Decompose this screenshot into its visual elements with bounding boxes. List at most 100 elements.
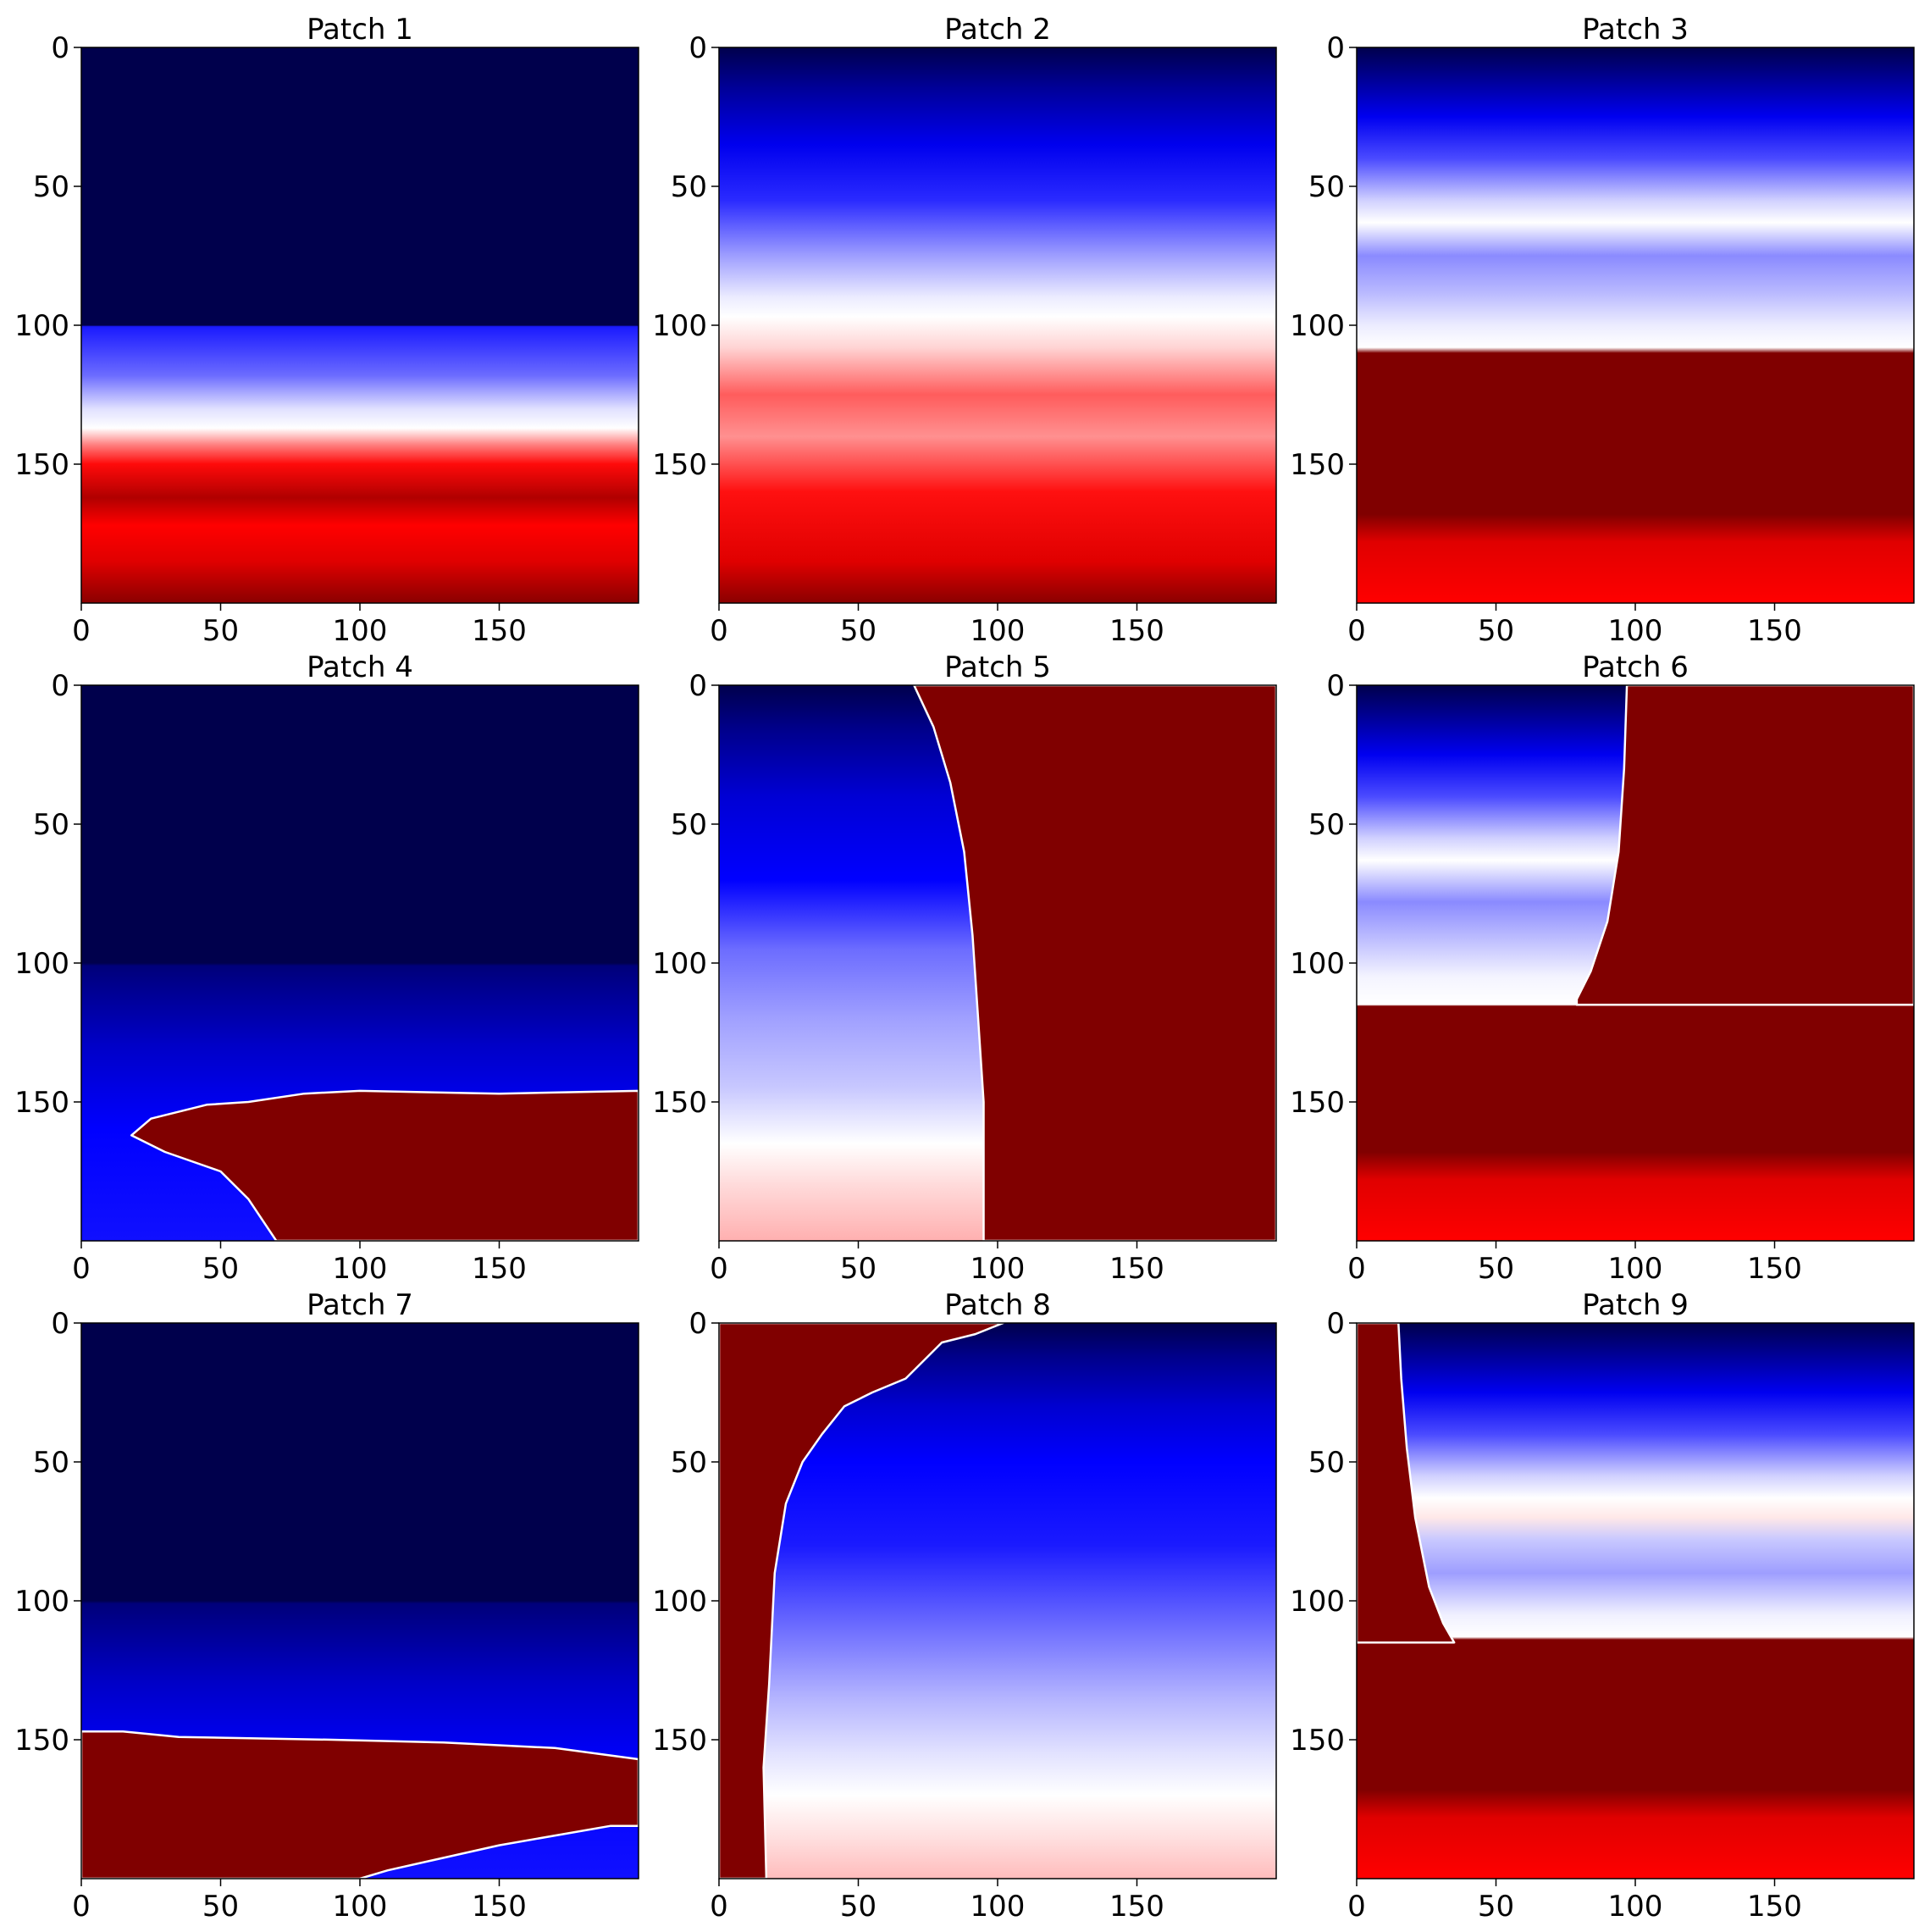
patch-5-xtick-label: 100 (971, 1252, 1026, 1286)
patch-5-panel: Patch 5 0 50 100 150 0 50 100 150 (652, 650, 1277, 1286)
patch-9-ytick-label: 150 (1290, 1724, 1345, 1758)
patch-8-ytick-label: 150 (652, 1724, 707, 1758)
patch-5-title: Patch 5 (944, 650, 1051, 684)
patch-4-ytick-label: 0 (51, 669, 69, 703)
patch-3-xtick-label: 50 (1478, 614, 1514, 648)
patch-4-xtick-label: 50 (202, 1252, 239, 1286)
patch-2-ytick-label: 150 (652, 448, 707, 482)
patch-9-region-1 (1357, 1323, 1456, 1644)
patch-1-panel: Patch 1 0 50 100 150 0 50 100 150 (14, 13, 639, 648)
patch-6-xtick-label: 50 (1478, 1252, 1514, 1286)
patch-9-ytick-label: 0 (1326, 1307, 1345, 1341)
patch-2-ytick-label: 0 (688, 31, 707, 65)
patch-1-ytick-label: 0 (51, 31, 69, 65)
patch-1-ytick-label: 100 (14, 309, 69, 343)
patch-4-ytick-label: 50 (33, 808, 69, 842)
patch-1-title: Patch 1 (307, 13, 413, 47)
patch-7-panel: Patch 7 0 50 100 150 0 50 100 150 (14, 1288, 639, 1924)
patch-4-xtick-label: 100 (333, 1252, 388, 1286)
patch-2-panel: Patch 2 0 50 100 150 0 50 100 150 (652, 13, 1277, 648)
patch-4-xtick-label: 0 (72, 1252, 91, 1286)
patch-8-xtick-label: 150 (1109, 1890, 1164, 1924)
patch-2-xtick-label: 150 (1109, 614, 1164, 648)
patch-8-ytick-label: 50 (671, 1446, 707, 1480)
patch-7-xtick-label: 0 (72, 1890, 91, 1924)
patch-7-region-1 (81, 1730, 639, 1879)
patch-2-xtick-label: 0 (710, 614, 728, 648)
patch-7-title: Patch 7 (307, 1288, 413, 1322)
patch-9-heatmap (1357, 1323, 1914, 1879)
patch-3-title: Patch 3 (1582, 13, 1689, 47)
patch-3-heatmap (1357, 47, 1914, 603)
patch-3-ytick-label: 50 (1308, 170, 1345, 204)
patch-6-region-1 (1575, 685, 1914, 1006)
patch-4-ytick-label: 150 (14, 1086, 69, 1120)
patch-6-ytick-label: 100 (1290, 947, 1345, 981)
patch-1-ytick-label: 50 (33, 170, 69, 204)
patch-5-ytick-label: 150 (652, 1086, 707, 1120)
patch-4-region-1 (130, 1089, 639, 1241)
patch-6-xtick-label: 0 (1347, 1252, 1366, 1286)
patch-4-panel: Patch 4 0 50 100 150 0 50 100 150 (14, 650, 639, 1286)
patch-7-ytick-label: 150 (14, 1724, 69, 1758)
patch-2-ytick-label: 50 (671, 170, 707, 204)
patch-5-region-1 (913, 685, 1276, 1241)
patch-6-title: Patch 6 (1582, 650, 1689, 684)
patch-5-ytick-label: 50 (671, 808, 707, 842)
patch-6-ytick-label: 0 (1326, 669, 1345, 703)
patch-8-panel: Patch 8 0 50 100 150 0 50 100 150 (652, 1288, 1277, 1924)
patch-9-ytick-label: 50 (1308, 1446, 1345, 1480)
patch-5-xtick-label: 50 (840, 1252, 877, 1286)
patch-3-xtick-label: 0 (1347, 614, 1366, 648)
patch-4-xtick-label: 150 (472, 1252, 527, 1286)
patch-6-ytick-label: 150 (1290, 1086, 1345, 1120)
patch-9-xtick-label: 150 (1747, 1890, 1802, 1924)
patch-1-ytick-label: 150 (14, 448, 69, 482)
patch-7-xtick-label: 150 (472, 1890, 527, 1924)
patch-6-panel: Patch 6 0 50 100 150 0 50 100 150 (1290, 650, 1915, 1286)
patch-7-xtick-label: 50 (202, 1890, 239, 1924)
patch-9-panel: Patch 9 0 50 100 150 0 50 100 150 (1290, 1288, 1915, 1924)
patch-5-xtick-label: 0 (710, 1252, 728, 1286)
patch-7-ytick-label: 50 (33, 1446, 69, 1480)
patch-1-xtick-label: 150 (472, 614, 527, 648)
patch-4-title: Patch 4 (307, 650, 413, 684)
patch-3-panel: Patch 3 0 50 100 150 0 50 100 150 (1290, 13, 1915, 648)
patch-2-title: Patch 2 (944, 13, 1051, 47)
patch-3-xtick-label: 150 (1747, 614, 1802, 648)
patch-8-xtick-label: 0 (710, 1890, 728, 1924)
patch-2-xtick-label: 50 (840, 614, 877, 648)
patch-9-xtick-label: 0 (1347, 1890, 1366, 1924)
patch-9-xtick-label: 100 (1608, 1890, 1663, 1924)
patch-9-title: Patch 9 (1582, 1288, 1689, 1322)
patch-9-xtick-label: 50 (1478, 1890, 1514, 1924)
patch-9-ytick-label: 100 (1290, 1585, 1345, 1619)
patch-6-xtick-label: 150 (1747, 1252, 1802, 1286)
patch-6-xtick-label: 100 (1608, 1252, 1663, 1286)
patch-8-xtick-label: 100 (971, 1890, 1026, 1924)
patch-1-heatmap (81, 47, 639, 603)
patch-8-title: Patch 8 (944, 1288, 1051, 1322)
patch-3-xtick-label: 100 (1608, 614, 1663, 648)
patch-2-ytick-label: 100 (652, 309, 707, 343)
patch-7-ytick-label: 100 (14, 1585, 69, 1619)
patch-3-ytick-label: 0 (1326, 31, 1345, 65)
patch-7-ytick-label: 0 (51, 1307, 69, 1341)
patch-2-heatmap (719, 47, 1276, 603)
patch-1-xtick-label: 100 (333, 614, 388, 648)
patch-1-xtick-label: 0 (72, 614, 91, 648)
patch-8-ytick-label: 0 (688, 1307, 707, 1341)
patch-3-ytick-label: 150 (1290, 448, 1345, 482)
patch-3-ytick-label: 100 (1290, 309, 1345, 343)
patch-4-ytick-label: 100 (14, 947, 69, 981)
patch-5-ytick-label: 0 (688, 669, 707, 703)
patch-5-ytick-label: 100 (652, 947, 707, 981)
patch-5-xtick-label: 150 (1109, 1252, 1164, 1286)
patch-2-xtick-label: 100 (971, 614, 1026, 648)
patch-1-xtick-label: 50 (202, 614, 239, 648)
patch-8-ytick-label: 100 (652, 1585, 707, 1619)
patch-6-ytick-label: 50 (1308, 808, 1345, 842)
patch-7-xtick-label: 100 (333, 1890, 388, 1924)
